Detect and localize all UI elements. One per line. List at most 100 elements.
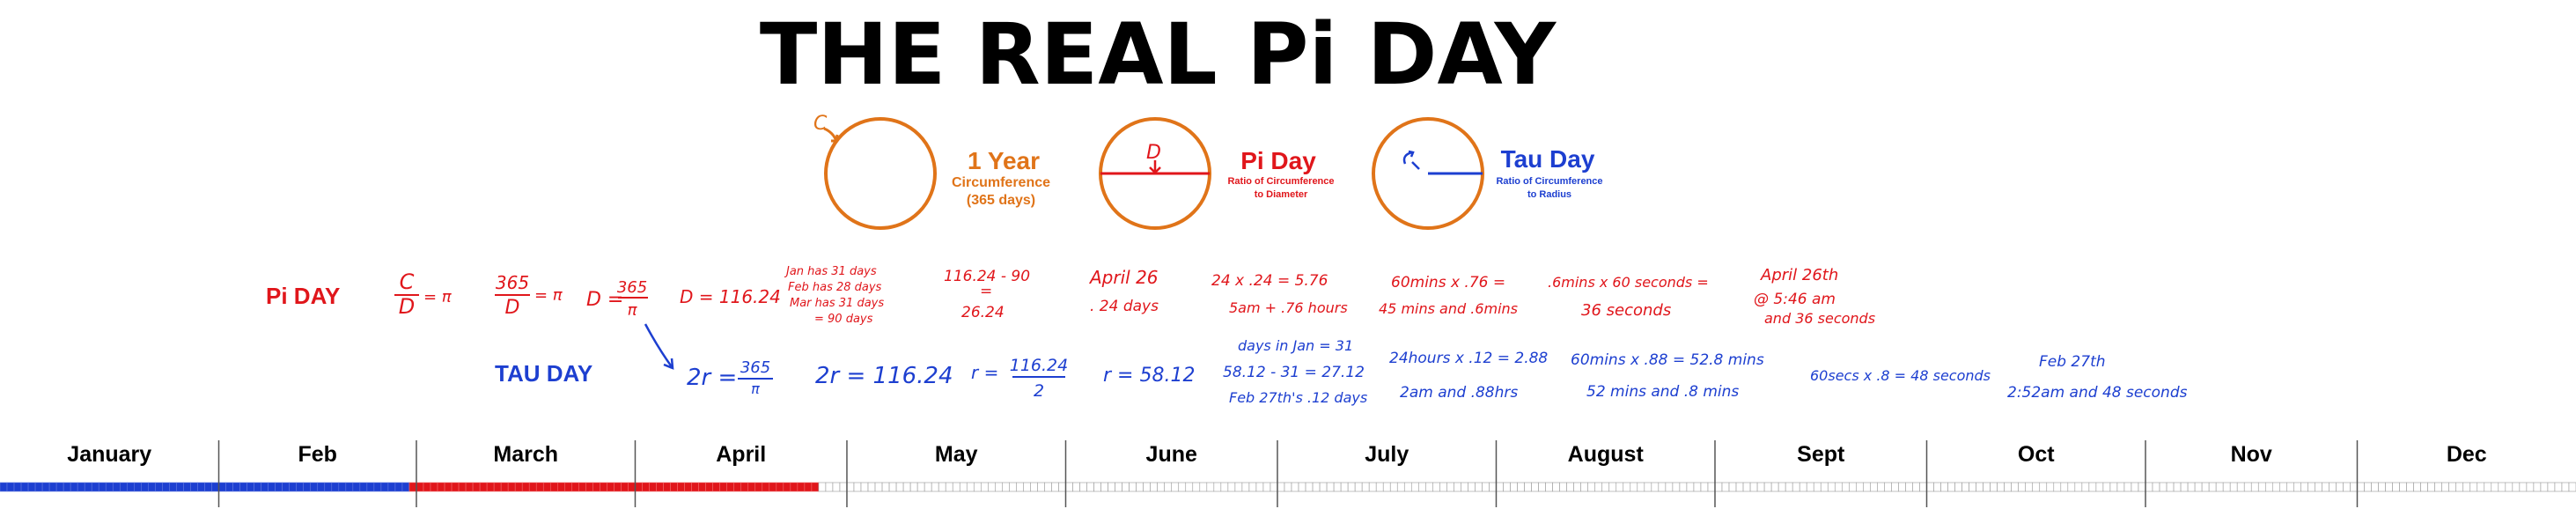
tau-day-label: TAU DAY — [495, 360, 592, 387]
tau-eq1-lhs: 2r = — [687, 365, 737, 391]
day-cell — [34, 482, 43, 492]
day-cell — [762, 482, 770, 492]
month-label: May — [935, 442, 978, 467]
day-cell — [472, 482, 481, 492]
month-label: Nov — [2231, 442, 2272, 467]
day-cell — [2229, 482, 2238, 492]
day-cell — [2081, 482, 2090, 492]
day-cell — [2547, 482, 2556, 492]
day-cell — [1969, 482, 1976, 492]
day-cell — [542, 482, 551, 492]
tau-days-c: Feb 27th's .12 days — [1229, 389, 1367, 406]
day-cell — [2526, 482, 2535, 492]
day-cell — [190, 482, 198, 492]
day-cell — [1990, 482, 1998, 492]
day-cell — [1961, 482, 1969, 492]
day-cell — [2109, 482, 2118, 492]
day-cell — [1728, 482, 1737, 492]
months-note-4: = 90 days — [814, 313, 873, 326]
day-cell — [1573, 482, 1581, 492]
day-cell — [366, 482, 375, 492]
day-cell — [134, 482, 142, 492]
day-cell — [1030, 482, 1038, 492]
tau-eq3-num: 116.24 — [1010, 356, 1068, 375]
day-cell — [1608, 482, 1617, 492]
day-cell — [2074, 482, 2083, 492]
day-cell — [1454, 482, 1461, 492]
day-cell — [1234, 482, 1243, 492]
day-cell — [507, 482, 516, 492]
pi-date-a: April 26 — [1088, 267, 1159, 288]
day-cell — [2307, 482, 2315, 492]
day-cell — [1389, 482, 1398, 492]
day-cell — [2187, 482, 2196, 492]
day-cell — [818, 482, 827, 492]
day-cell — [1375, 482, 1384, 492]
day-cell — [988, 482, 996, 492]
day-cell — [2540, 482, 2549, 492]
day-cell — [670, 482, 678, 492]
day-cell — [1065, 482, 1073, 492]
day-cell — [1410, 482, 1419, 492]
tau-circle-group: Tau Day Ratio of Circumference to Radius — [1372, 117, 1603, 230]
day-cell — [232, 482, 240, 492]
pi-eq4: D = 116.24 — [680, 286, 781, 307]
day-cell — [1863, 482, 1871, 492]
day-cell — [1262, 482, 1271, 492]
day-cell — [268, 482, 276, 492]
day-cell — [2180, 482, 2189, 492]
pi-eq3-lhs: D = — [586, 289, 623, 311]
day-cell — [2455, 482, 2464, 492]
day-cell — [2208, 482, 2217, 492]
day-cell — [747, 482, 756, 492]
day-cell — [1037, 482, 1045, 492]
day-cell — [1482, 482, 1490, 492]
day-cell — [1721, 482, 1730, 492]
day-cell — [2343, 482, 2351, 492]
pi-sec-b: 36 seconds — [1581, 301, 1671, 320]
pi-eq1-rhs: = π — [423, 288, 453, 306]
day-cell — [1898, 482, 1906, 492]
day-cell — [458, 482, 467, 492]
day-cell — [564, 482, 572, 492]
months-note-1: Jan has 31 days — [784, 265, 877, 278]
day-cell — [380, 482, 389, 492]
day-cell — [1248, 482, 1257, 492]
day-cell — [1637, 482, 1645, 492]
tau-sec-a: 60secs x .8 = 48 seconds — [1810, 367, 1991, 384]
day-cell — [945, 482, 953, 492]
day-cell — [980, 482, 989, 492]
day-cell — [1919, 482, 1927, 492]
day-cell — [1770, 482, 1779, 492]
day-cell — [465, 482, 474, 492]
day-cell — [2462, 482, 2471, 492]
pi-day-row: Pi DAY C D = π 365 D = π D = 365 π D = 1… — [266, 265, 1875, 327]
day-cell — [895, 482, 904, 492]
day-cell — [1418, 482, 1426, 492]
day-cell — [408, 482, 417, 492]
day-cell — [479, 482, 488, 492]
day-cell — [1425, 482, 1433, 492]
day-cell — [995, 482, 1003, 492]
day-cell — [2469, 482, 2478, 492]
day-cell — [0, 482, 8, 492]
day-cell — [1403, 482, 1412, 492]
day-cell — [2123, 482, 2132, 492]
day-cell — [1468, 482, 1476, 492]
day-cell — [2519, 482, 2528, 492]
day-cell — [1841, 482, 1850, 492]
day-cell — [2166, 482, 2175, 492]
month-label: August — [1568, 442, 1645, 467]
day-cell — [183, 482, 191, 492]
day-cell — [1983, 482, 1991, 492]
month-label: Sept — [1797, 442, 1845, 467]
day-cell — [451, 482, 460, 492]
day-cell — [521, 482, 530, 492]
month-label: January — [67, 442, 151, 467]
day-cell — [2032, 482, 2041, 492]
day-cell — [1157, 482, 1166, 492]
pi-circle-group: D Pi Day Ratio of Circumference to Diame… — [1099, 117, 1335, 230]
day-cell — [973, 482, 982, 492]
pi-eq1-den: D — [399, 294, 415, 319]
day-cell — [2264, 482, 2273, 492]
